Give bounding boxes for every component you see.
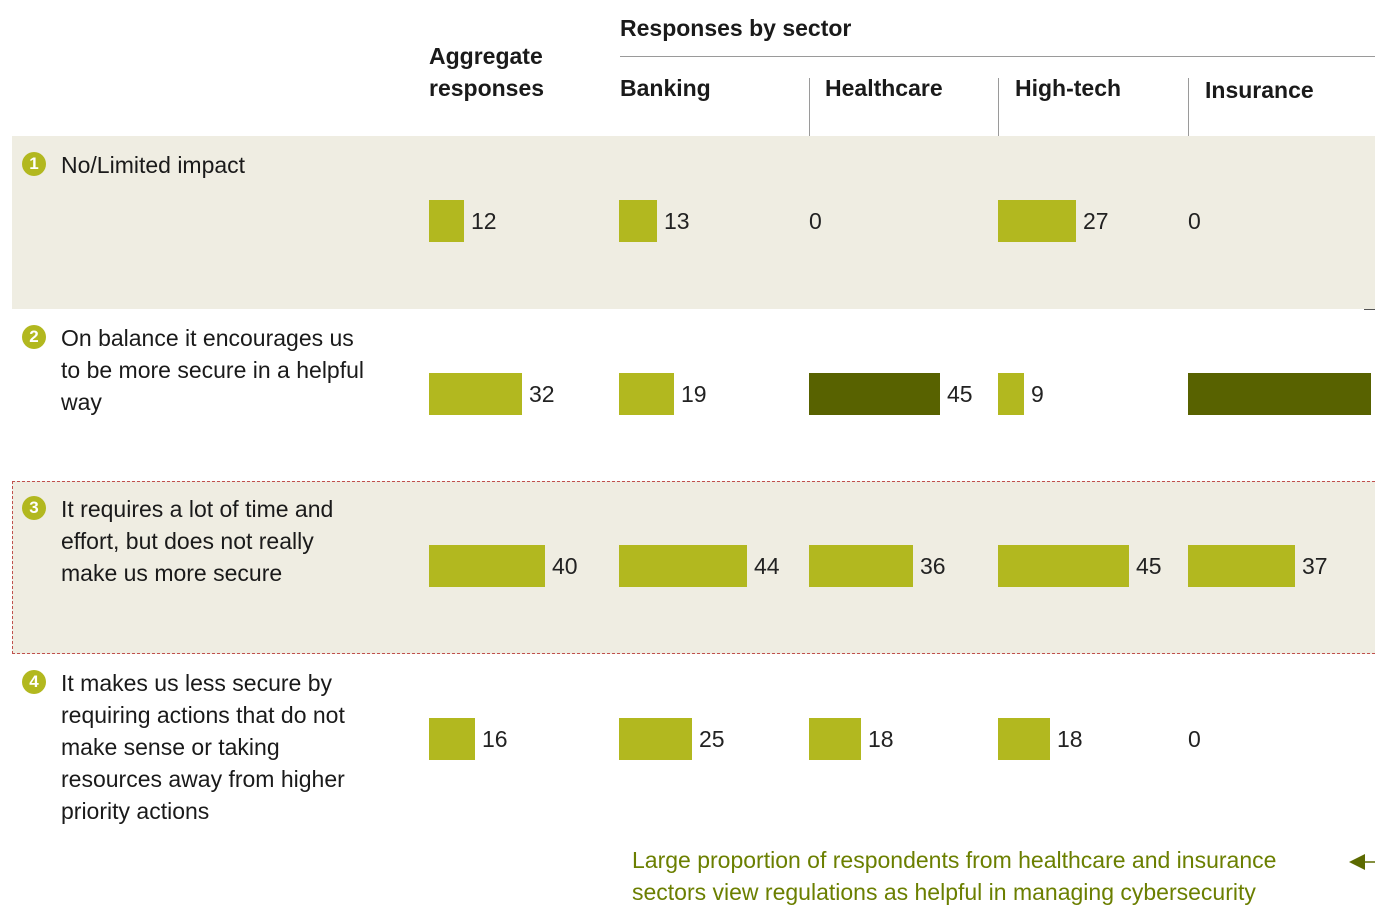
bar <box>998 373 1024 415</box>
bar-value-label: 18 <box>868 726 894 752</box>
row-label-text: No/Limited impact <box>61 152 246 178</box>
bar-value-label: 18 <box>1057 726 1083 752</box>
bar-value-label: 13 <box>664 208 690 234</box>
sector-header-rule <box>620 56 1375 57</box>
bar-value-label: 36 <box>920 553 946 579</box>
bar <box>619 718 692 760</box>
bar <box>809 718 861 760</box>
bar-value-label: 44 <box>754 553 780 579</box>
aggregate-header: Aggregate responses <box>429 43 545 101</box>
row-number-badge: 2 <box>22 325 46 349</box>
bar <box>619 373 674 415</box>
bar <box>809 373 940 415</box>
bar <box>619 200 657 242</box>
column-separator <box>1188 78 1189 136</box>
bar-value-label: 0 <box>1188 208 1201 234</box>
bar-value-label: 19 <box>681 381 707 407</box>
row-label-text: It requires a lot of time and effort, bu… <box>61 496 334 586</box>
arrow-left-icon <box>1349 854 1375 870</box>
bar <box>429 200 464 242</box>
row-number-badge: 4 <box>22 670 46 694</box>
bar <box>809 545 913 587</box>
bar-value-label: 40 <box>552 553 578 579</box>
column-separator <box>809 78 810 136</box>
bar <box>429 718 475 760</box>
bar <box>1188 545 1295 587</box>
bar <box>429 373 522 415</box>
row-label-text: On balance it encourages us to be more s… <box>61 325 365 415</box>
column-separator <box>998 78 999 136</box>
row-number-badge: 1 <box>22 152 46 176</box>
bar-value-label: 16 <box>482 726 508 752</box>
bar <box>998 200 1076 242</box>
bar-value-label: 37 <box>1302 553 1328 579</box>
bar <box>619 545 747 587</box>
bar <box>1188 373 1371 415</box>
bar-value-label: 27 <box>1083 208 1109 234</box>
column-header-healthcare: Healthcare <box>825 75 943 101</box>
sector-group-header: Responses by sector <box>620 15 852 41</box>
bar-value-label: 25 <box>699 726 725 752</box>
row-divider-tick <box>1364 309 1375 310</box>
bar <box>429 545 545 587</box>
bar-value-label: 45 <box>1136 553 1162 579</box>
bar-value-label: 0 <box>1188 726 1201 752</box>
bar-value-label: 0 <box>809 208 822 234</box>
column-header-high-tech: High-tech <box>1015 75 1122 101</box>
row-label-text: It makes us less secure by requiring act… <box>61 670 345 824</box>
bar-value-label: 9 <box>1031 381 1044 407</box>
column-header-banking: Banking <box>620 75 711 101</box>
row-band-1 <box>12 136 1375 309</box>
column-header-insurance: Insurance <box>1205 77 1314 103</box>
bar <box>998 718 1050 760</box>
bar <box>998 545 1129 587</box>
bar-value-label: 32 <box>529 381 555 407</box>
row-number-badge: 3 <box>22 496 46 520</box>
annotation-note: Large proportion of respondents from hea… <box>632 847 1277 905</box>
bar-value-label: 45 <box>947 381 973 407</box>
bar-value-label: 12 <box>471 208 497 234</box>
